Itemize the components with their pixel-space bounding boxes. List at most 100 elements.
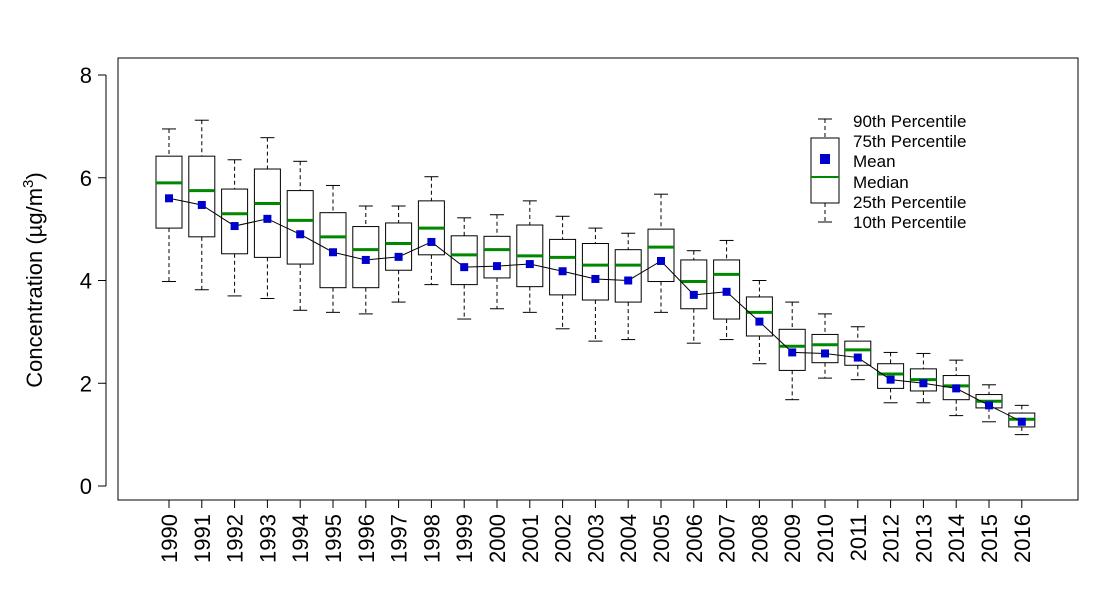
box-2007: [713, 239, 741, 341]
mean-marker-1995: [329, 248, 337, 257]
x-tick-label-1992: 1992: [223, 514, 248, 563]
mean-marker-1994: [296, 230, 305, 239]
mean-marker-1998: [427, 237, 436, 246]
iqr-box-2011: [844, 340, 872, 366]
x-tick-label-2012: 2012: [879, 514, 904, 563]
y-tick-label-2: 2: [80, 371, 92, 396]
legend-label-p75: 75th Percentile: [853, 132, 966, 151]
box-2004: [614, 232, 642, 341]
iqr-box-1999: [450, 235, 478, 286]
box-2002: [549, 215, 577, 330]
x-tick-label-1997: 1997: [387, 514, 412, 563]
mean-marker-2014: [952, 384, 961, 393]
mean-marker-1999: [460, 263, 469, 272]
x-tick-label-2011: 2011: [846, 514, 871, 561]
iqr-box-2000: [483, 235, 511, 279]
mean-marker-2015: [985, 401, 993, 410]
x-tick-label-2013: 2013: [911, 514, 936, 563]
mean-marker-2000: [493, 262, 501, 271]
x-tick-label-1991: 1991: [190, 514, 215, 563]
iqr-box-2012: [877, 363, 905, 389]
x-tick-label-1998: 1998: [419, 514, 444, 563]
mean-marker-1992: [230, 222, 239, 231]
mean-marker-2002: [558, 267, 567, 276]
x-tick-label-2016: 2016: [1010, 514, 1035, 563]
box-2009: [778, 301, 806, 401]
x-tick-label-2014: 2014: [944, 514, 969, 563]
box-1991: [188, 119, 216, 291]
iqr-box-1994: [286, 190, 314, 265]
x-tick-label-2007: 2007: [715, 514, 740, 563]
mean-marker-2008: [755, 317, 764, 326]
box-1998: [417, 176, 445, 286]
iqr-box-2005: [647, 228, 675, 283]
x-tick-label-2010: 2010: [813, 514, 838, 563]
box-1995: [319, 184, 347, 313]
x-tick-label-2001: 2001: [518, 514, 543, 563]
iqr-box-1990: [155, 155, 183, 229]
x-tick-label-1999: 1999: [452, 514, 477, 563]
iqr-box-1997: [385, 222, 413, 271]
iqr-box-2007: [713, 259, 741, 320]
mean-marker-2001: [525, 260, 534, 269]
y-axis-label: Concentration (µg/m3): [20, 172, 47, 387]
iqr-box-1993: [253, 168, 281, 258]
x-tick-label-2002: 2002: [551, 514, 576, 563]
box-1999: [450, 217, 478, 320]
y-tick-label-0: 0: [80, 474, 92, 499]
x-tick-label-2005: 2005: [649, 514, 674, 563]
x-axis: 1990 1991 1992 1993 1994 1995 1996 1997 1998 1999…: [157, 499, 1035, 563]
x-tick-label-1990: 1990: [157, 514, 182, 563]
y-tick-label-6: 6: [80, 166, 92, 191]
mean-marker-1996: [361, 255, 370, 264]
box-2000: [483, 214, 511, 310]
box-2008: [745, 280, 773, 365]
iqr-box-2010: [811, 333, 839, 364]
x-tick-label-2004: 2004: [616, 514, 641, 563]
iqr-box-2003: [581, 243, 609, 301]
mean-marker-1993: [263, 214, 272, 223]
x-tick-label-2009: 2009: [780, 514, 805, 563]
legend-mean-marker: [820, 154, 830, 164]
mean-marker-2016: [1017, 417, 1026, 426]
iqr-box-2014: [942, 375, 970, 401]
mean-marker-2005: [657, 256, 665, 265]
box-1994: [286, 160, 314, 311]
mean-marker-2007: [722, 287, 731, 296]
x-tick-label-1996: 1996: [354, 514, 379, 563]
box-1993: [253, 137, 281, 299]
mean-series: [165, 194, 1026, 426]
x-tick-label-2006: 2006: [682, 514, 707, 563]
mean-marker-1991: [197, 200, 206, 209]
x-tick-label-2008: 2008: [747, 514, 772, 563]
x-tick-label-2003: 2003: [583, 514, 608, 563]
box-1990: [155, 128, 183, 283]
y-tick-label-4: 4: [80, 269, 92, 294]
legend-label-p25: 25th Percentile: [853, 193, 966, 212]
legend-box: [810, 137, 840, 204]
iqr-box-2008: [745, 296, 773, 337]
iqr-box-1991: [188, 155, 216, 238]
y-tick-label-8: 8: [80, 63, 92, 88]
y-axis: 0 2 4 6 8: [80, 63, 107, 499]
boxes: [155, 119, 1036, 436]
iqr-box-2002: [549, 238, 577, 296]
mean-marker-2011: [853, 353, 862, 362]
legend-label-p90: 90th Percentile: [853, 112, 966, 131]
box-1992: [221, 159, 249, 297]
mean-marker-2012: [886, 375, 895, 384]
x-tick-label-1993: 1993: [255, 514, 280, 563]
iqr-box-1995: [319, 212, 347, 289]
mean-marker-2003: [591, 274, 600, 283]
legend-label-mean: Mean: [853, 152, 896, 171]
mean-marker-1990: [165, 194, 173, 203]
iqr-box-2004: [614, 249, 642, 303]
box-2011: [844, 326, 872, 381]
box-1997: [385, 205, 413, 303]
x-tick-label-2015: 2015: [977, 514, 1002, 563]
mean-marker-2004: [624, 276, 633, 285]
box-2005: [647, 193, 675, 313]
box-2003: [581, 227, 609, 342]
iqr-box-1992: [221, 188, 249, 255]
